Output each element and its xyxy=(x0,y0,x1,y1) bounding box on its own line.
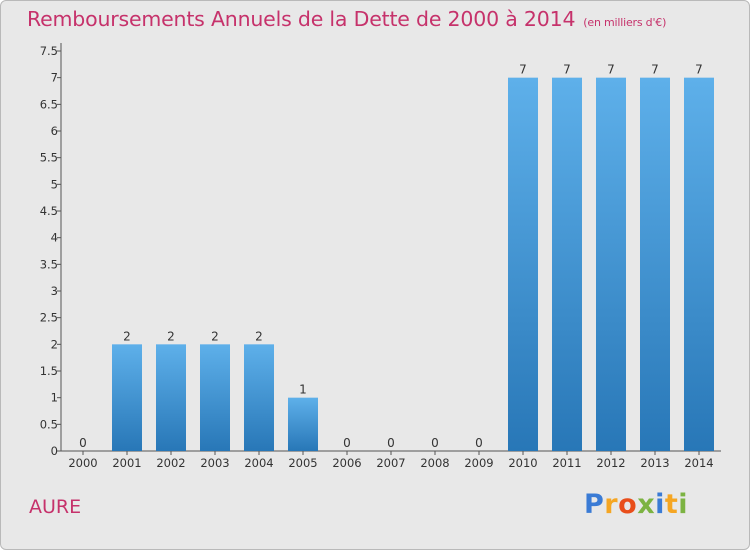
y-tick-label: 0.5 xyxy=(40,417,58,431)
y-tick-label: 3 xyxy=(51,284,58,298)
bar xyxy=(112,344,142,451)
y-tick-label: 6 xyxy=(51,124,58,138)
data-label: 0 xyxy=(475,436,483,450)
data-label: 7 xyxy=(519,63,527,77)
y-tick-label: 1.5 xyxy=(40,364,58,378)
bar xyxy=(640,77,670,452)
x-tick-label: 2004 xyxy=(244,456,273,470)
data-label: 1 xyxy=(299,383,307,397)
y-tick-label: 3.5 xyxy=(40,257,58,271)
x-tick-label: 2003 xyxy=(200,456,229,470)
logo-letter: o xyxy=(618,489,638,520)
data-label: 2 xyxy=(255,329,263,343)
logo-letter: P xyxy=(584,489,605,520)
x-tick-label: 2005 xyxy=(288,456,317,470)
data-label: 7 xyxy=(607,63,615,77)
commune-name: AURE xyxy=(29,496,82,518)
y-tick-label: 7.5 xyxy=(40,44,58,58)
logo-letter: r xyxy=(604,489,619,520)
logo-letter: i xyxy=(678,489,689,520)
y-tick-label: 2.5 xyxy=(40,311,58,325)
y-tick-label: 4 xyxy=(51,231,58,245)
bar xyxy=(684,77,714,452)
bar xyxy=(596,77,626,452)
data-label: 2 xyxy=(167,329,175,343)
data-label: 2 xyxy=(211,329,219,343)
chart-title: Remboursements Annuels de la Dette de 20… xyxy=(27,7,666,31)
data-label: 0 xyxy=(79,436,87,450)
x-tick-label: 2012 xyxy=(596,456,625,470)
x-tick-label: 2011 xyxy=(552,456,581,470)
x-tick-label: 2006 xyxy=(332,456,361,470)
data-label: 0 xyxy=(431,436,439,450)
y-tick-label: 5 xyxy=(51,177,58,191)
x-tick-label: 2010 xyxy=(508,456,537,470)
bar xyxy=(508,77,538,452)
y-tick-label: 5.5 xyxy=(40,151,58,165)
data-label: 7 xyxy=(695,63,703,77)
bar xyxy=(288,397,318,451)
unit-note: (en milliers d'€) xyxy=(583,16,667,29)
y-tick-label: 0 xyxy=(51,444,58,458)
x-tick-label: 2014 xyxy=(684,456,713,470)
y-tick-label: 7 xyxy=(51,71,58,85)
data-label: 0 xyxy=(343,436,351,450)
proxiti-logo: Proxiti xyxy=(584,489,688,520)
y-tick-label: 4.5 xyxy=(40,204,58,218)
logo-letter: x xyxy=(637,489,656,520)
title-text: Remboursements Annuels de la Dette de 20… xyxy=(27,7,576,31)
bar xyxy=(552,77,582,452)
data-label: 2 xyxy=(123,329,131,343)
bar xyxy=(200,344,230,451)
x-tick-label: 2008 xyxy=(420,456,449,470)
x-tick-label: 2002 xyxy=(156,456,185,470)
x-tick-label: 2000 xyxy=(68,456,97,470)
y-tick-label: 2 xyxy=(51,337,58,351)
x-tick-label: 2013 xyxy=(640,456,669,470)
logo-letter: t xyxy=(664,489,679,520)
x-tick-label: 2001 xyxy=(112,456,141,470)
y-tick-label: 6.5 xyxy=(40,97,58,111)
data-label: 7 xyxy=(563,63,571,77)
y-tick-label: 1 xyxy=(51,391,58,405)
bar xyxy=(244,344,274,451)
bar xyxy=(156,344,186,451)
logo-letter: i xyxy=(655,489,665,520)
data-label: 7 xyxy=(651,63,659,77)
x-tick-label: 2007 xyxy=(376,456,405,470)
x-tick-label: 2009 xyxy=(464,456,493,470)
data-label: 0 xyxy=(387,436,395,450)
